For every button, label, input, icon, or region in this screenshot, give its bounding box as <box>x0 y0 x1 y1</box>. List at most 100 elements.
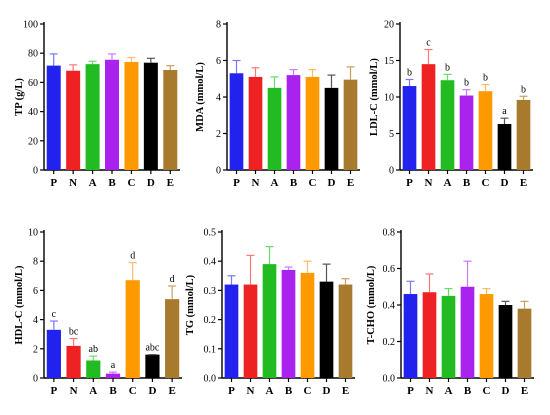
ldl-plot-area: 0 5 10 15 20 Pb Nc Ab Bb Cb Da Eb <box>384 20 533 189</box>
ldl-bar-D <box>497 124 512 170</box>
tg-plot-area: 0.0 0.1 0.2 0.3 0.4 0.5 P N A B C D E <box>204 228 355 397</box>
mda-y-tick-label: 4 <box>216 93 221 104</box>
ldl-x-tick-label: B <box>463 177 471 189</box>
tcho-bar-B <box>460 286 475 378</box>
hdl-y-tick-label: 0 <box>33 374 38 385</box>
hdl-y-tick-label: 8 <box>33 257 38 268</box>
hdl-y-tick-label: 6 <box>33 286 38 297</box>
tp-y-tick-label: 60 <box>28 78 38 89</box>
tp-x-tick-label: A <box>89 177 97 189</box>
tcho-bar-N <box>422 292 437 378</box>
mda-y-tick-label: 0 <box>216 166 221 177</box>
hdl-sig-label: bc <box>69 327 79 338</box>
hdl-x-tick-label: P <box>50 385 57 397</box>
hdl-x-tick-label: E <box>168 385 175 397</box>
tp-x-tick-label: E <box>167 177 174 189</box>
tp-plot-area: 0 20 40 60 80 100 P N A B C D E <box>23 20 180 189</box>
hdl-bar-P <box>46 329 61 378</box>
ldl-sig-label: b <box>521 84 526 95</box>
tcho-x-tick-label: P <box>407 385 414 397</box>
ldl-y-tick-label: 5 <box>389 129 394 140</box>
tp-x-tick-label: D <box>147 177 155 189</box>
tg-y-tick-label: 0.5 <box>204 228 217 239</box>
tcho-x-tick-label: C <box>483 385 491 397</box>
tp-y-tick-label: 0 <box>33 166 38 177</box>
tcho-x-tick-label: D <box>502 385 510 397</box>
panel-tg: TG (mmol/L) 0.0 0.1 0.2 0.3 0.4 0.5 P N A B C D E <box>185 228 355 397</box>
hdl-bar-B <box>105 373 121 378</box>
tcho-plot-area: 0.0 0.2 0.4 0.6 0.8 P N A B C D E <box>383 228 534 397</box>
mda-bar-B <box>286 75 301 170</box>
hdl-bar-C <box>125 280 140 378</box>
hdl-y-tick-label: 4 <box>33 315 38 326</box>
tp-bar-P <box>46 65 61 170</box>
mda-x-tick-label: N <box>252 177 260 189</box>
tcho-bar-A <box>441 295 456 378</box>
tp-bar-N <box>66 70 81 170</box>
tp-x-tick-label: N <box>69 177 77 189</box>
tg-x-tick-label: P <box>228 385 235 397</box>
tcho-x-tick-label: B <box>464 385 472 397</box>
tcho-bar-D <box>498 305 513 378</box>
hdl-bar-N <box>66 345 81 378</box>
hdl-sig-label: a <box>111 360 116 371</box>
ldl-y-tick-label: 20 <box>384 20 394 31</box>
mda-bar-N <box>248 76 263 170</box>
tp-ylabel: TP (g/L) <box>14 78 25 116</box>
ldl-bar-C <box>478 91 493 170</box>
mda-ylabel: MDA (mmol/L) <box>195 62 206 132</box>
ldl-y-tick-label: 10 <box>384 93 394 104</box>
mda-y-tick-label: 2 <box>216 129 221 140</box>
hdl-x-tick-label: C <box>129 385 137 397</box>
hdl-x-tick-label: B <box>109 385 117 397</box>
ldl-bar-B <box>459 95 474 170</box>
mda-x-tick-label: B <box>290 177 298 189</box>
tp-y-tick-label: 100 <box>23 20 38 31</box>
tg-y-tick-label: 0.4 <box>204 257 217 268</box>
ldl-bar-E <box>516 99 531 170</box>
tcho-y-tick-label: 0.8 <box>383 228 396 239</box>
tg-bar-A <box>262 264 277 378</box>
tcho-x-tick-label: A <box>445 385 453 397</box>
hdl-sig-label: ab <box>89 344 98 355</box>
tcho-ylabel: T-CHO (mmol/L) <box>366 265 377 344</box>
ldl-sig-label: b <box>445 62 450 73</box>
mda-bar-D <box>324 87 339 170</box>
hdl-bar-A <box>86 360 101 378</box>
mda-x-tick-label: D <box>328 177 336 189</box>
hdl-x-tick-label: A <box>89 385 97 397</box>
ldl-sig-label: b <box>464 78 469 89</box>
tcho-bar-E <box>517 308 532 378</box>
tcho-bar-P <box>403 294 418 378</box>
ldl-x-tick-label: C <box>482 177 490 189</box>
ldl-y-tick-label: 15 <box>384 56 394 67</box>
ldl-x-tick-label: A <box>444 177 452 189</box>
tg-bar-C <box>300 272 315 378</box>
hdl-y-tick-label: 10 <box>28 228 38 239</box>
tcho-y-tick-label: 0.2 <box>383 337 396 348</box>
ldl-y-tick-label: 0 <box>389 166 394 177</box>
tp-x-tick-label: C <box>127 177 135 189</box>
tg-x-tick-label: C <box>304 385 312 397</box>
panel-tcho: T-CHO (mmol/L) 0.0 0.2 0.4 0.6 0.8 P N A B C D E <box>366 228 534 397</box>
tcho-y-tick-label: 0.4 <box>383 301 396 312</box>
tg-x-tick-label: A <box>266 385 274 397</box>
panel-mda: MDA (mmol/L) 0 2 4 6 8 P N A B C D E <box>195 20 360 189</box>
mda-x-tick-label: E <box>347 177 354 189</box>
tcho-y-tick-label: 0.6 <box>383 264 396 275</box>
tp-bar-B <box>105 59 119 170</box>
hdl-sig-label: d <box>170 274 175 285</box>
tp-y-tick-label: 80 <box>28 49 38 60</box>
tp-y-tick-label: 40 <box>28 107 38 118</box>
tg-x-tick-label: E <box>342 385 349 397</box>
ldl-x-tick-label: P <box>406 177 413 189</box>
ldl-x-tick-label: N <box>425 177 433 189</box>
hdl-sig-label: abc <box>145 343 159 354</box>
tp-x-tick-label: B <box>108 177 116 189</box>
mda-x-tick-label: C <box>309 177 317 189</box>
tg-x-tick-label: N <box>247 385 255 397</box>
panel-ldl: LDL-C (mmol/L) 0 5 10 15 20 Pb Nc Ab Bb Cb Da Eb <box>369 20 533 189</box>
hdl-bar-D <box>145 354 160 378</box>
